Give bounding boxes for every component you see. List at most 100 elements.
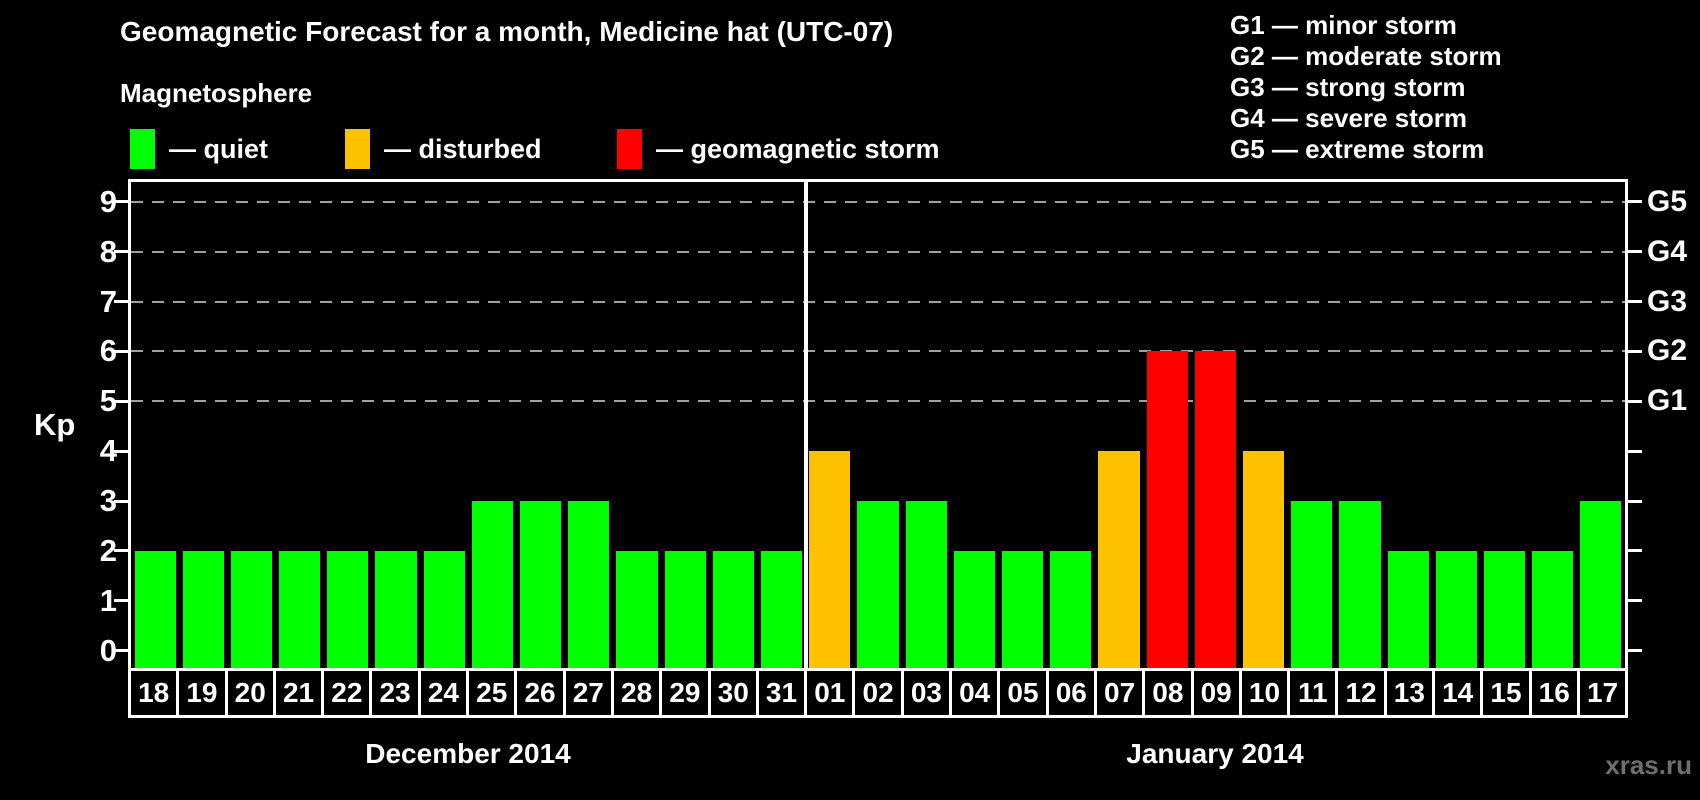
day-label-04: 04 xyxy=(952,671,1001,715)
day-label-02: 02 xyxy=(855,671,904,715)
g-level-label-g3: G3 xyxy=(1647,284,1688,318)
kp-bar-day-06 xyxy=(1050,550,1092,668)
day-label-29: 29 xyxy=(662,671,711,715)
g-scale-legend-g4: G4 — severe storm xyxy=(1230,103,1468,133)
y-axis-tick-left-2 xyxy=(114,549,128,553)
gridline-kp8 xyxy=(131,250,1625,253)
kp-bar-day-13 xyxy=(1387,550,1429,668)
y-axis-tick-right-1 xyxy=(1628,599,1642,603)
y-axis-tick-left-1 xyxy=(114,599,128,603)
y-axis-tick-right-0 xyxy=(1628,649,1642,653)
legend-item-quiet: — quiet xyxy=(130,126,268,172)
day-label-10: 10 xyxy=(1242,671,1291,715)
y-axis-tick-left-4 xyxy=(114,449,128,453)
y-tick-label-4: 4 xyxy=(99,433,117,469)
magnetosphere-heading: Magnetosphere xyxy=(120,78,313,108)
kp-bar-day-18 xyxy=(134,550,176,668)
day-label-05: 05 xyxy=(1000,671,1049,715)
kp-bar-day-05 xyxy=(1001,550,1044,668)
y-axis-tick-right-3 xyxy=(1628,499,1642,503)
g-scale-legend-g3: G3 — strong storm xyxy=(1230,72,1466,102)
y-axis-tick-right-4 xyxy=(1628,449,1642,453)
kp-bar-day-10 xyxy=(1242,451,1285,668)
day-label-18: 18 xyxy=(131,671,180,715)
month-label-january: January 2014 xyxy=(1126,738,1304,769)
y-axis-tick-left-3 xyxy=(114,499,128,503)
y-tick-label-5: 5 xyxy=(99,383,117,419)
legend-item-storm: — geomagnetic storm xyxy=(617,126,940,172)
kp-bar-day-23 xyxy=(375,550,417,668)
y-tick-label-1: 1 xyxy=(99,582,117,618)
kp-bar-day-01 xyxy=(809,451,851,668)
y-axis-tick-left-7 xyxy=(114,300,128,304)
day-label-24: 24 xyxy=(421,671,470,715)
kp-bar-day-16 xyxy=(1532,550,1574,668)
g-scale-legend-g2: G2 — moderate storm xyxy=(1230,41,1502,71)
y-tick-label-2: 2 xyxy=(99,532,117,568)
day-label-20: 20 xyxy=(228,671,276,715)
y-axis-tick-left-8 xyxy=(114,250,128,254)
gridline-kp5 xyxy=(131,400,1625,403)
month-label-december: December 2014 xyxy=(365,738,571,769)
day-label-31: 31 xyxy=(759,671,808,715)
kp-bar-day-09 xyxy=(1194,351,1236,668)
g-level-label-g1: G1 xyxy=(1647,384,1688,418)
day-label-17: 17 xyxy=(1586,677,1619,708)
kp-bar-day-04 xyxy=(953,550,995,668)
day-label-16: 16 xyxy=(1532,671,1580,715)
y-tick-label-8: 8 xyxy=(99,233,117,269)
y-axis-tick-left-0 xyxy=(114,649,128,653)
day-label-row: 18 19 20 21 22 23 24 25 26 27 28 29 30 31 01 02 03 04 05 06… xyxy=(128,668,1628,718)
gridline-kp6 xyxy=(131,350,1625,353)
day-label-11: 11 xyxy=(1290,671,1339,715)
y-axis-tick-left-5 xyxy=(114,399,128,403)
g-level-label-g5: G5 xyxy=(1647,184,1688,218)
day-label-12: 12 xyxy=(1338,671,1387,715)
plot-area xyxy=(128,179,1628,671)
kp-bar-day-27 xyxy=(568,501,610,668)
legend-label-disturbed: — disturbed xyxy=(384,133,542,164)
y-axis-tick-left-6 xyxy=(114,349,128,353)
g-level-label-g2: G2 xyxy=(1647,334,1688,368)
day-label-09: 09 xyxy=(1194,671,1242,715)
kp-bar-day-28 xyxy=(616,550,658,668)
kp-bar-day-20 xyxy=(230,550,273,668)
y-axis-tick-right-9 xyxy=(1628,200,1642,204)
day-label-30: 30 xyxy=(711,671,759,715)
watermark: xras.ru xyxy=(1605,750,1692,780)
y-axis-label: Kp xyxy=(34,407,76,442)
g-scale-legend-g1: G1 — minor storm xyxy=(1230,10,1457,40)
kp-bar-day-22 xyxy=(327,550,369,668)
y-axis-tick-right-2 xyxy=(1628,549,1642,553)
y-tick-label-3: 3 xyxy=(99,483,117,518)
gridline-kp7 xyxy=(131,300,1625,303)
kp-bar-day-19 xyxy=(182,550,224,668)
y-axis-tick-right-6 xyxy=(1628,349,1642,353)
gridline-kp9 xyxy=(131,200,1625,203)
day-label-26: 26 xyxy=(517,671,566,715)
disturbed-color-swatch xyxy=(345,129,370,169)
g-level-label-g4: G4 xyxy=(1647,234,1688,268)
g-scale-legend-g5: G5 — extreme storm xyxy=(1230,134,1485,164)
day-label-08: 08 xyxy=(1145,671,1194,715)
kp-bar-day-31 xyxy=(761,550,803,668)
day-label-06: 06 xyxy=(1049,671,1097,715)
y-tick-label-7: 7 xyxy=(99,283,117,319)
y-tick-label-6: 6 xyxy=(99,333,117,369)
kp-bar-day-11 xyxy=(1291,501,1333,668)
day-label-15: 15 xyxy=(1483,671,1532,715)
y-axis-tick-right-7 xyxy=(1628,300,1642,304)
kp-bar-day-07 xyxy=(1098,451,1140,668)
month-divider-line xyxy=(803,182,808,668)
kp-bar-day-17 xyxy=(1580,501,1622,668)
legend-label-storm: — geomagnetic storm xyxy=(656,133,940,164)
day-label-19: 19 xyxy=(179,671,228,715)
kp-bar-day-24 xyxy=(423,550,465,668)
day-label-01: 01 xyxy=(807,671,856,715)
day-label-25: 25 xyxy=(469,671,518,715)
kp-bar-day-12 xyxy=(1339,501,1381,668)
day-label-21: 21 xyxy=(276,671,325,715)
kp-bar-day-26 xyxy=(520,501,562,668)
day-label-03: 03 xyxy=(904,671,953,715)
